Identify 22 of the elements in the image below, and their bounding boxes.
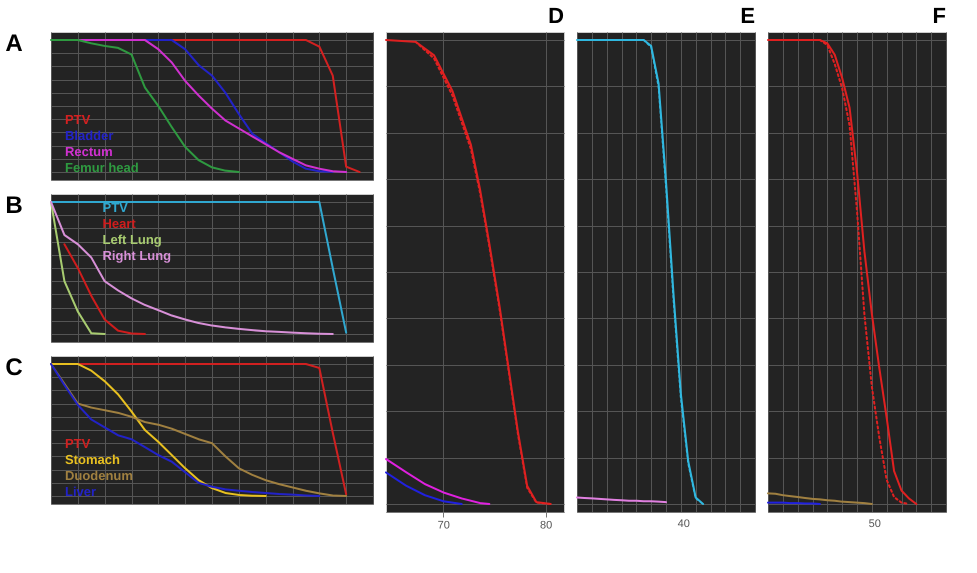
text: PTV <box>65 436 91 451</box>
text: Stomach <box>65 452 120 467</box>
text: Bladder <box>65 128 114 143</box>
chart-title: A <box>5 30 23 57</box>
text: Liver <box>65 484 96 499</box>
chart-title: E <box>740 3 755 28</box>
text: Femur head <box>65 160 139 175</box>
chart-title: D <box>548 3 564 28</box>
x-tick-label: 70 <box>438 520 450 532</box>
x-tick-label: 80 <box>540 520 552 532</box>
text: Duodenum <box>65 468 133 483</box>
text: 50 <box>868 518 881 530</box>
series-label: Right Lung <box>102 248 172 263</box>
text: PTV <box>65 112 91 127</box>
chart-title: F <box>932 3 946 28</box>
chart-title: C <box>5 354 23 381</box>
text: Heart <box>102 216 136 231</box>
text: Left Lung <box>102 232 162 247</box>
chart-title: B <box>5 192 23 219</box>
text: 40 <box>678 518 690 530</box>
series-label: PTV <box>102 200 128 215</box>
text: Rectum <box>65 144 113 159</box>
